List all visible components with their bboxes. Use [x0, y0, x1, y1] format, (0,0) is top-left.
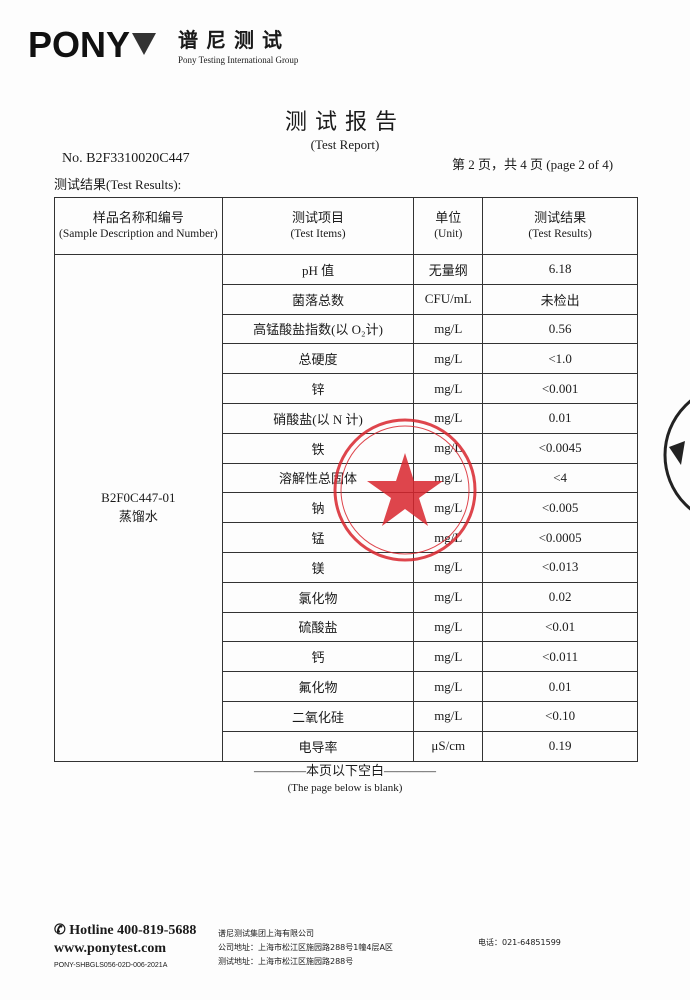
sample-id: B2F0C447-01 [101, 490, 176, 506]
sample-name: 蒸馏水 [118, 509, 158, 525]
footer-hotline: ✆ Hotline 400-819-5688 [54, 923, 196, 939]
cell-unit: mg/L [413, 432, 484, 464]
results-table: 样品名称和编号 (Sample Description and Number) 测… [54, 197, 638, 762]
cell-item: 总硬度 [221, 343, 415, 375]
cell-result: 0.19 [482, 730, 638, 762]
header-unit-en: (Unit) [434, 228, 463, 240]
cell-item: 硝酸盐(以 N 计) [221, 402, 415, 434]
cell-item: 镁 [221, 551, 415, 583]
page-info: 第 2 页，共 4 页 (page 2 of 4) [452, 157, 614, 172]
header-unit-cn: 单位 [435, 210, 462, 225]
section-label: 测试结果(Test Results): [54, 177, 182, 192]
table-row: 高锰酸盐指数(以 O₂计) mg/L 0.56 [55, 313, 638, 345]
footer-phone: 电话：021-64851599 [478, 938, 561, 947]
table-row: 总硬度 mg/L <1.0 [55, 343, 638, 375]
cell-unit: mg/L [413, 611, 484, 643]
table-row: 电导率 μS/cm 0.19 [55, 730, 638, 762]
blank-note-en: (The page below is blank) [287, 782, 403, 794]
pony-logo: PONY [28, 24, 157, 65]
edge-seal-fragment [663, 399, 690, 511]
cell-unit: mg/L [413, 373, 484, 404]
cell-item: 氟化物 [221, 671, 415, 702]
cell-result: <0.001 [482, 373, 638, 404]
cell-unit: CFU/mL [413, 283, 484, 315]
cell-unit: mg/L [413, 462, 484, 494]
cell-unit: μS/cm [413, 730, 484, 762]
cell-unit: mg/L [413, 492, 484, 524]
footer-test-address: 测试地址：上海市松江区施园路288号 [218, 957, 354, 966]
cell-item: 溶解性总固体 [221, 462, 415, 494]
table-row: B2F0C447-01 蒸馏水 pH 值无量纲 6.18 [54, 254, 638, 762]
cell-unit: mg/L [413, 522, 484, 553]
cell-result: <0.0045 [482, 432, 638, 464]
cell-item: 铁 [221, 432, 415, 464]
header-item-en: (Test Items) [290, 228, 346, 240]
header-result-en: (Test Results) [528, 228, 592, 240]
phone-icon: ✆ [54, 923, 66, 938]
footer-company-address: 公司地址：上海市松江区施园路288号1幢4层A区 [218, 943, 393, 952]
footer-company: 谱尼测试集团上海有限公司 [218, 929, 314, 938]
report-number: No. B2F3310020C447 [62, 151, 190, 166]
cell-unit: mg/L [413, 313, 484, 345]
cell-unit: mg/L [413, 551, 484, 583]
cell-unit: mg/L [413, 641, 484, 673]
cell-result: 0.02 [482, 581, 638, 613]
cell-result: <0.0005 [482, 522, 638, 553]
cell-result: 0.01 [482, 671, 638, 702]
cell-item: 高锰酸盐指数(以 O₂计) [221, 313, 415, 345]
report-title: 测试报告 [284, 110, 405, 135]
footer-address-block: 谱尼测试集团上海有限公司 公司地址：上海市松江区施园路288号1幢4层A区 测试… [218, 927, 393, 969]
cell-item: 氯化物 [221, 581, 415, 613]
cell-unit: mg/L [413, 402, 484, 434]
cell-result: <0.005 [482, 492, 638, 524]
footer-website[interactable]: www.ponytest.com [54, 941, 166, 956]
cell-result: <1.0 [482, 343, 638, 375]
cell-item: 钙 [221, 641, 415, 673]
cell-unit: mg/L [413, 581, 484, 613]
cell-result: 0.01 [482, 402, 638, 434]
cell-result: <0.01 [482, 611, 638, 643]
cell-result: <0.013 [482, 551, 638, 583]
header-result: 测试结果 (Test Results) [482, 197, 638, 255]
header-sample-cn: 样品名称和编号 [92, 210, 184, 225]
cell-item: 电导率 [221, 730, 415, 762]
footer-form-code: PONY-SHBGLS056-02D-006-2021A [54, 962, 168, 969]
table-row: 锌 mg/L <0.001 [55, 373, 638, 404]
blank-note-cn: ————本页以下空白———— [253, 763, 436, 778]
cell-item: 钠 [221, 492, 415, 524]
cell-result: 0.56 [482, 313, 638, 345]
header-item-cn: 测试项目 [292, 210, 345, 225]
table-row: 菌落总数 CFU/mL 未检出 [55, 283, 638, 315]
cell-item: 菌落总数 [221, 283, 415, 315]
cell-result: <4 [482, 462, 638, 494]
header-sample-en: (Sample Description and Number) [58, 228, 218, 240]
header-sample: 样品名称和编号 (Sample Description and Number) [54, 197, 223, 255]
table-row: 氯化物 mg/L 0.02 [55, 581, 638, 613]
cell-result: 6.18 [482, 254, 638, 285]
cell-item: 锰 [221, 522, 415, 553]
logo-text: PONY [28, 24, 131, 65]
logo-triangle-icon [132, 33, 157, 55]
sample-cell: B2F0C447-01 蒸馏水 [54, 254, 223, 762]
cell-unit: mg/L [413, 700, 484, 732]
cell-item: 锌 [221, 373, 415, 404]
cell-item: 二氧化硅 [221, 700, 415, 732]
cell-unit: mg/L [413, 671, 484, 702]
header-item: 测试项目 (Test Items) [221, 197, 415, 255]
cell-result: <0.011 [482, 641, 638, 673]
cell-result: 未检出 [482, 283, 638, 315]
cell-item: pH 值 [221, 254, 415, 285]
cell-item: 硫酸盐 [221, 611, 415, 643]
cell-result: <0.10 [482, 700, 638, 732]
table-header-row: 样品名称和编号 (Sample Description and Number) 测… [54, 197, 638, 255]
hotline-text: Hotline 400-819-5688 [69, 923, 197, 938]
cell-unit: 无量纲 [413, 254, 484, 285]
table-row: 二氧化硅 mg/L <0.10 [55, 700, 638, 732]
report-subtitle: (Test Report) [310, 137, 380, 152]
header-unit: 单位 (Unit) [413, 197, 484, 255]
logo-en: Pony Testing International Group [178, 55, 299, 65]
header-result-cn: 测试结果 [534, 210, 587, 225]
logo-cn: 谱尼测试 [178, 28, 290, 52]
cell-unit: mg/L [413, 343, 484, 375]
